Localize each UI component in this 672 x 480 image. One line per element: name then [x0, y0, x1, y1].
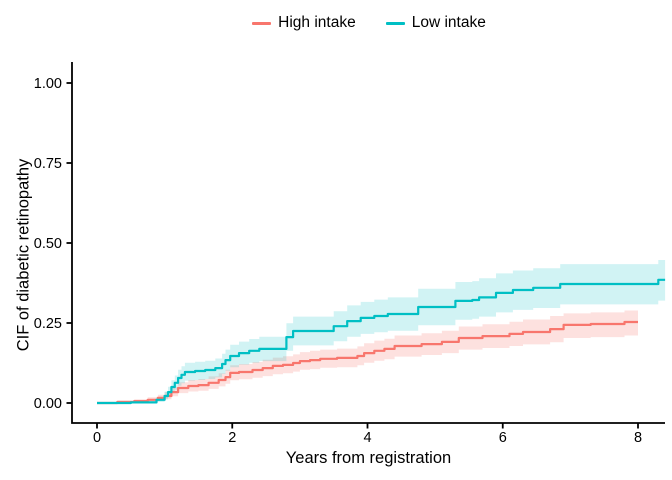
y-tick-label: 0.00	[34, 396, 62, 412]
low-intake-confidence-band	[97, 260, 666, 403]
y-axis-title: CIF of diabetic retinopathy	[14, 158, 33, 352]
legend: High intake Low intake	[0, 13, 672, 33]
x-tick-label: 8	[634, 430, 642, 446]
high-intake-confidence-band	[97, 310, 638, 403]
high-intake-legend-label: High intake	[278, 14, 356, 31]
legend-item-low-intake: Low intake	[385, 13, 486, 33]
legend-item-high-intake: High intake	[252, 13, 356, 33]
y-tick-label: 0.50	[34, 236, 62, 252]
x-tick-label: 4	[363, 430, 371, 446]
y-tick-label: 0.25	[34, 316, 62, 332]
low-intake-curve	[97, 278, 666, 405]
x-axis-title: Years from registration	[285, 449, 452, 467]
high-intake-legend-key-line	[252, 21, 272, 25]
high-intake-curve	[97, 320, 638, 405]
low-intake-legend-label: Low intake	[411, 14, 486, 31]
x-tick-label: 6	[499, 430, 507, 446]
x-tick-label: 2	[228, 430, 236, 446]
low-intake-legend-key-line	[385, 21, 405, 25]
x-tick-label: 0	[93, 430, 101, 446]
axis-lines	[71, 62, 665, 424]
y-tick-label: 0.75	[34, 156, 62, 172]
y-tick-label: 1.00	[34, 76, 62, 92]
